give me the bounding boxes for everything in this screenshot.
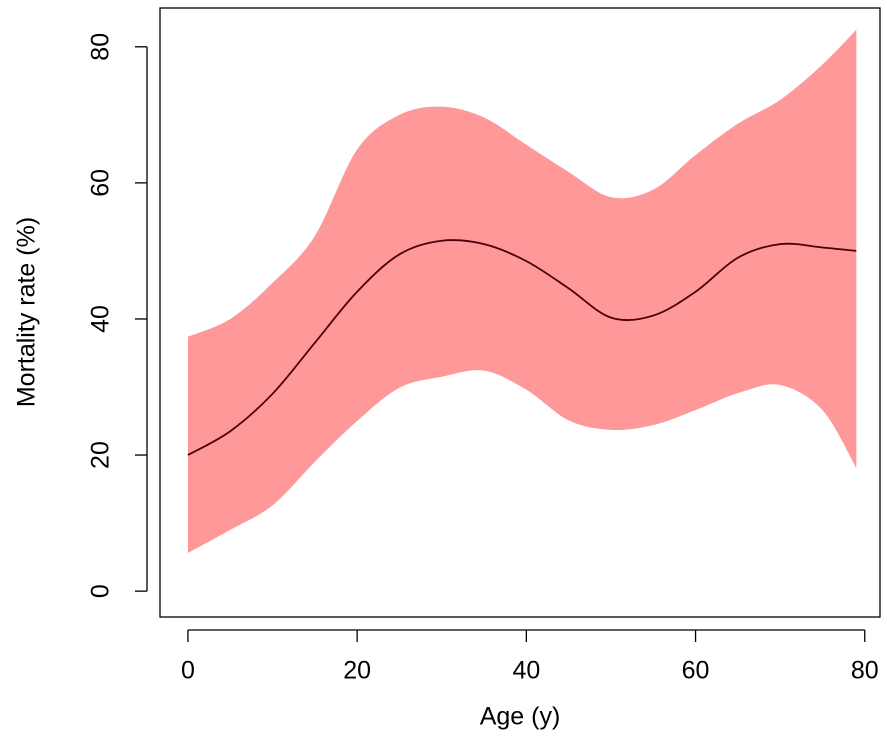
x-tick-label: 0 [181, 657, 195, 685]
plot-frame [159, 7, 881, 618]
y-axis-label: Mortality rate (%) [13, 217, 41, 407]
mean-line [187, 239, 857, 456]
x-tick-label: 20 [343, 657, 371, 685]
y-tick-label: 0 [87, 584, 115, 598]
x-tick-label: 80 [851, 657, 879, 685]
x-axis-label: Age (y) [480, 703, 561, 731]
y-tick-label: 20 [87, 441, 115, 469]
y-tick-label: 80 [87, 33, 115, 61]
x-tick-label: 60 [682, 657, 710, 685]
x-tick-label: 40 [512, 657, 540, 685]
y-tick-label: 40 [87, 305, 115, 333]
confidence-band [187, 29, 857, 554]
y-tick-label: 60 [87, 169, 115, 197]
